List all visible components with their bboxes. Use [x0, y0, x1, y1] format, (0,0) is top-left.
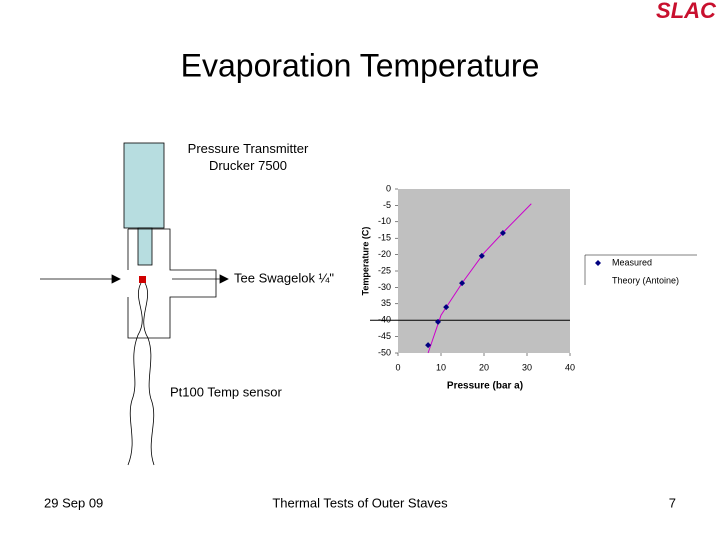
point — [478, 252, 485, 259]
transmitter-label: Pressure Transmitter Drucker 7500 — [188, 141, 309, 173]
wire — [143, 282, 155, 466]
y-tick-label: -25 — [378, 265, 391, 275]
x-axis-label: Pressure (bar a) — [447, 381, 523, 392]
y-tick-label: 0 — [386, 183, 391, 193]
point — [434, 318, 441, 325]
footer-title: Thermal Tests of Outer Staves — [272, 495, 448, 510]
y-tick-label: -15 — [378, 233, 391, 243]
chart: 0 -5 -10 -15 -20 -25 -30 35 -40 -45 -50 0 10 20 30 40 Te… — [360, 183, 697, 392]
point — [459, 280, 466, 287]
logo: SLAC — [656, 0, 717, 23]
y-tick-label: -30 — [378, 282, 391, 292]
x-tick-label: 0 — [395, 362, 400, 372]
footer-date: 29 Sep 09 — [44, 495, 103, 510]
arrow-head — [111, 274, 121, 284]
legend-label: Measured — [612, 257, 652, 267]
page-number: 7 — [669, 495, 676, 510]
slide-title: Evaporation Temperature — [181, 47, 540, 83]
arrow-head — [219, 274, 229, 284]
plot-area — [398, 189, 570, 353]
tee-fitting — [127, 228, 217, 339]
diagram — [40, 142, 229, 466]
tee-label: Tee Swagelok ¼" — [234, 270, 334, 285]
sensor-tip — [139, 276, 146, 283]
legend-label: Theory (Antoine) — [612, 275, 679, 285]
y-axis-label: Temperature (C) — [360, 227, 370, 296]
point — [499, 229, 506, 236]
y-tick-label: 35 — [381, 298, 391, 308]
y-tick-label: -5 — [383, 200, 391, 210]
stem — [137, 227, 153, 266]
wire — [127, 282, 143, 466]
legend-marker — [595, 260, 601, 266]
x-tick-label: 10 — [436, 362, 446, 372]
point — [443, 304, 450, 311]
x-tick-label: 40 — [565, 362, 575, 372]
y-tick-label: -50 — [378, 347, 391, 357]
sensor-label: Pt100 Temp sensor — [170, 384, 282, 399]
y-tick-label: -10 — [378, 216, 391, 226]
x-tick-label: 20 — [479, 362, 489, 372]
y-tick-label: -20 — [378, 249, 391, 259]
legend-frame — [584, 254, 697, 285]
point — [425, 342, 432, 349]
x-tick-label: 30 — [522, 362, 532, 372]
y-tick-label: -40 — [378, 315, 391, 325]
y-tick-label: -45 — [378, 331, 391, 341]
transmitter — [123, 142, 165, 229]
